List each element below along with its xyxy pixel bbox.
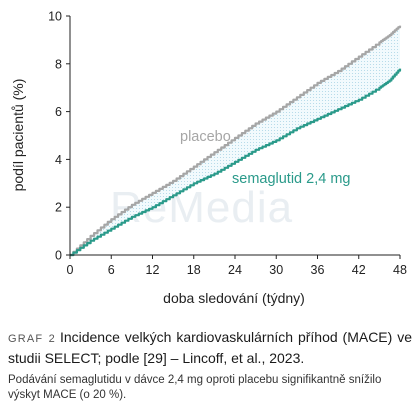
- series-label-semaglutid: semaglutid 2,4 mg: [232, 171, 350, 187]
- x-tick-label: 48: [393, 263, 407, 277]
- x-axis-title: doba sledování (týdny): [163, 290, 305, 306]
- x-tick-label: 36: [311, 263, 325, 277]
- caption-main: GRAF 2 Incidence velkých kardiovaskulární…: [8, 328, 412, 368]
- y-axis-title: podíl pacientů (%): [10, 79, 26, 192]
- y-tick-label: 8: [55, 57, 62, 71]
- x-tick-label: 30: [269, 263, 283, 277]
- series-line-1: [70, 68, 402, 257]
- y-tick-label: 2: [55, 201, 62, 215]
- caption-subtitle: Podávání semaglutidu v dávce 2,4 mg opro…: [8, 374, 382, 401]
- x-tick-label: 18: [187, 263, 201, 277]
- series-label-placebo: placebo: [180, 129, 231, 145]
- x-tick-label: 12: [146, 263, 160, 277]
- x-tick-label: 42: [352, 263, 366, 277]
- caption-label: GRAF 2: [8, 333, 56, 345]
- x-tick-label: 24: [228, 263, 242, 277]
- series-line-0: [70, 25, 402, 257]
- y-tick-label: 10: [48, 10, 62, 24]
- y-tick-label: 4: [55, 153, 62, 167]
- x-tick-label: 6: [108, 263, 115, 277]
- caption-title: Incidence velkých kardiovaskulárních pří…: [8, 329, 412, 366]
- figure-caption: GRAF 2 Incidence velkých kardiovaskulární…: [8, 328, 412, 403]
- x-tick-label: 0: [67, 263, 74, 277]
- y-tick-label: 0: [55, 249, 62, 263]
- y-tick-label: 6: [55, 105, 62, 119]
